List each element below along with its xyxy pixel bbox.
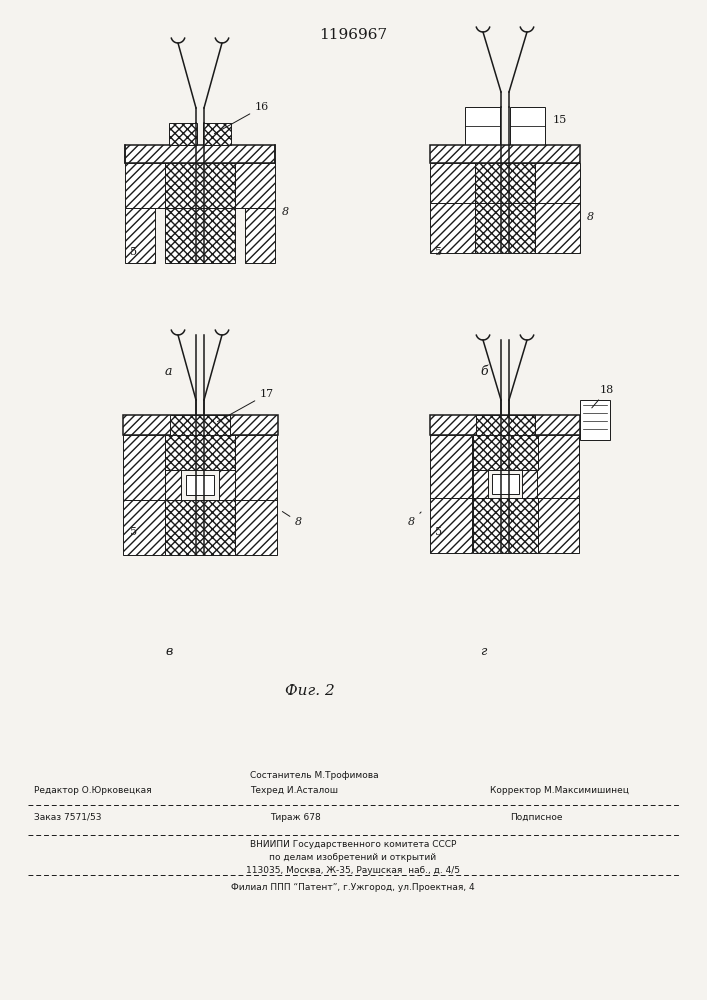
Bar	[123, 415, 278, 435]
Text: 18: 18	[592, 385, 614, 408]
Bar	[165, 470, 181, 500]
Text: Подписное: Подписное	[510, 813, 563, 822]
Text: Заказ 7571/53: Заказ 7571/53	[34, 813, 102, 822]
Bar	[473, 498, 538, 553]
Text: 8: 8	[282, 207, 289, 217]
Text: a: a	[165, 365, 173, 378]
Bar	[169, 123, 197, 145]
Bar	[473, 435, 538, 470]
Bar	[492, 474, 519, 494]
Text: 1196967: 1196967	[319, 28, 387, 42]
Bar	[123, 500, 165, 555]
Text: 8: 8	[408, 512, 421, 527]
Bar	[580, 400, 610, 440]
Bar	[235, 163, 275, 208]
Text: г: г	[480, 645, 486, 658]
Bar	[165, 163, 235, 208]
Text: Тираж 678: Тираж 678	[269, 813, 320, 822]
Text: Фиг. 2: Фиг. 2	[285, 684, 335, 698]
Text: по делам изобретений и открытий: по делам изобретений и открытий	[269, 853, 436, 862]
Bar	[430, 498, 472, 553]
Text: Филиал ППП “Патент”, г.Ужгород, ул.Проектная, 4: Филиал ППП “Патент”, г.Ужгород, ул.Проек…	[231, 883, 475, 892]
Bar	[123, 435, 165, 500]
Bar	[430, 415, 580, 435]
Bar	[125, 163, 165, 208]
Bar	[537, 435, 579, 498]
Text: б: б	[480, 365, 488, 378]
Bar	[125, 145, 275, 163]
Bar	[476, 415, 535, 435]
Bar	[522, 470, 537, 498]
Bar	[235, 500, 277, 555]
Bar	[430, 435, 472, 498]
Bar	[235, 435, 277, 500]
Bar	[186, 475, 214, 495]
Text: ВНИИПИ Государственного комитета СССР: ВНИИПИ Государственного комитета СССР	[250, 840, 456, 849]
Text: 16: 16	[214, 102, 269, 134]
Text: 8: 8	[587, 212, 594, 222]
Bar	[473, 470, 488, 498]
Bar	[430, 163, 475, 203]
Text: 113035, Москва, Ж-35, Раушская  наб., д. 4/5: 113035, Москва, Ж-35, Раушская наб., д. …	[246, 866, 460, 875]
Bar	[430, 203, 475, 253]
Bar	[510, 107, 545, 145]
Bar	[219, 470, 235, 500]
Text: 5: 5	[130, 527, 137, 537]
Bar	[535, 203, 580, 253]
Text: Корректор М.Максимишинец: Корректор М.Максимишинец	[490, 786, 629, 795]
Bar	[125, 208, 155, 263]
Text: 17: 17	[218, 389, 274, 422]
Text: 15: 15	[553, 115, 567, 125]
Bar	[465, 107, 500, 145]
Text: 8: 8	[282, 512, 302, 527]
Bar	[475, 163, 535, 203]
Bar	[430, 145, 580, 163]
Text: Состанитель М.Трофимова: Состанитель М.Трофимова	[250, 771, 379, 780]
Text: в: в	[165, 645, 173, 658]
Bar	[165, 435, 235, 470]
Bar	[535, 163, 580, 203]
Text: 5: 5	[130, 247, 137, 257]
Text: 5: 5	[435, 527, 442, 537]
Text: Техред И.Асталош: Техред И.Асталош	[250, 786, 338, 795]
Text: 5: 5	[435, 247, 442, 257]
Text: Редактор О.Юрковецкая: Редактор О.Юрковецкая	[34, 786, 151, 795]
Bar	[245, 208, 275, 263]
Bar	[165, 208, 235, 263]
Bar	[475, 203, 535, 253]
Bar	[165, 500, 235, 555]
Bar	[203, 123, 231, 145]
Bar	[170, 415, 230, 435]
Bar	[537, 498, 579, 553]
